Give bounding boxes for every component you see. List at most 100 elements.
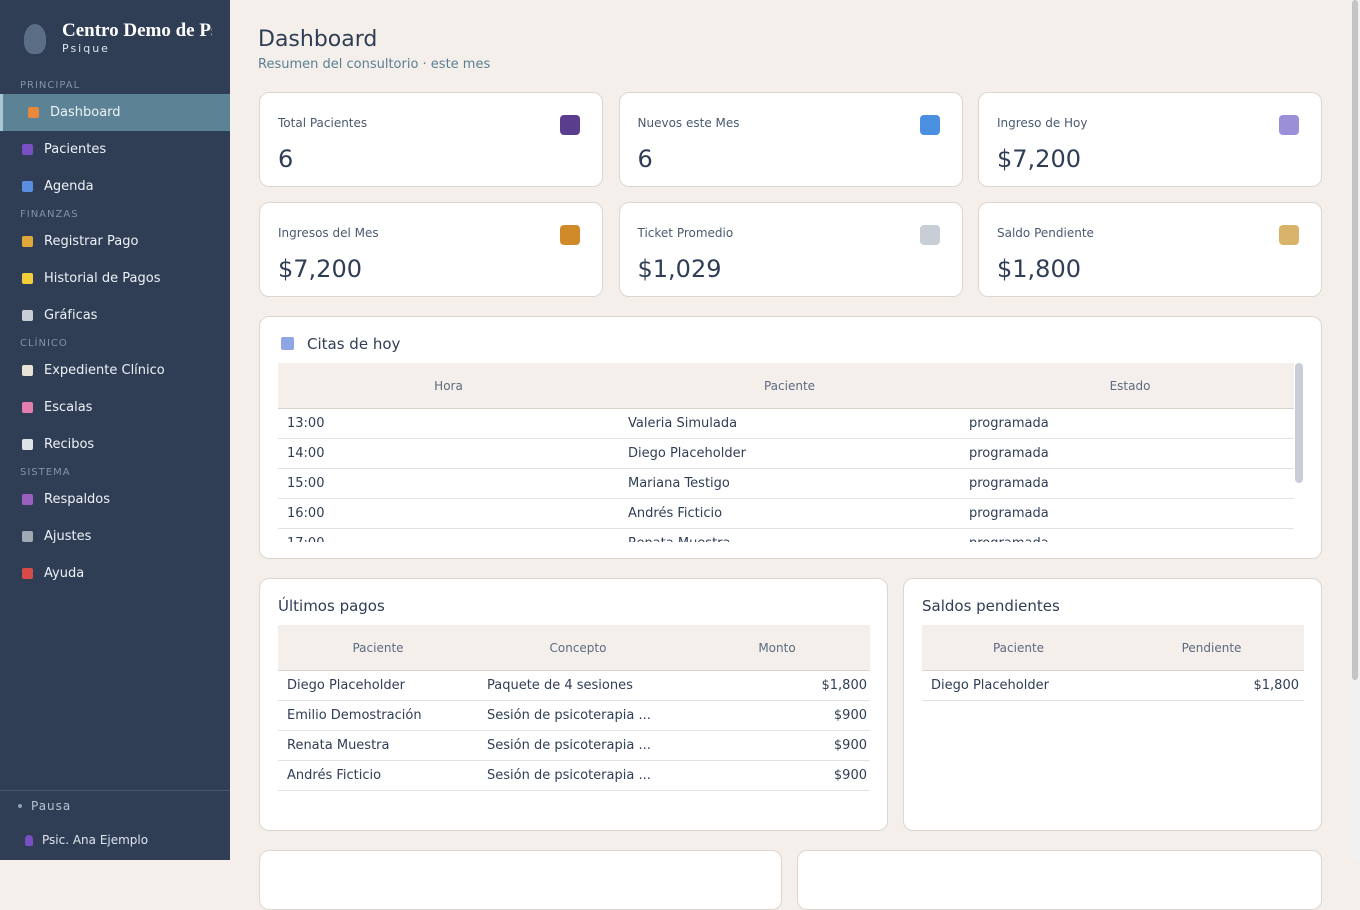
cell: programada bbox=[960, 498, 1294, 529]
scroll-thumb[interactable] bbox=[1352, 0, 1358, 680]
table-row: 13:00 Valeria Simulada programada bbox=[278, 408, 1294, 439]
cell: Andrés Ficticio bbox=[278, 760, 478, 791]
nav-label: Agenda bbox=[44, 179, 94, 194]
cell: Andrés Ficticio bbox=[619, 498, 960, 529]
nav-icon bbox=[22, 273, 33, 284]
cell: $1,800 bbox=[678, 670, 870, 701]
stat-card: Nuevos este Mes 6 bbox=[618, 92, 963, 187]
brand-subtitle: Psique bbox=[62, 42, 110, 55]
nav-item[interactable]: Registrar Pago bbox=[0, 223, 230, 260]
calendar-icon bbox=[281, 337, 294, 350]
column-header: Monto bbox=[678, 625, 870, 671]
card-title: Saldos pendientes bbox=[922, 597, 1060, 615]
cell: Emilio Demostración bbox=[278, 700, 478, 731]
header-row: Paciente Concepto Monto bbox=[278, 625, 870, 671]
column-header: Pendiente bbox=[1115, 625, 1304, 671]
table-row: Diego Placeholder Paquete de 4 sesiones $1… bbox=[278, 670, 870, 701]
table-head: Hora Paciente Estado bbox=[278, 363, 1294, 409]
stat-label: Total Pacientes bbox=[278, 116, 368, 130]
cell: 16:00 bbox=[278, 498, 619, 529]
logo bbox=[24, 24, 46, 54]
cell: Renata Muestra bbox=[278, 730, 478, 761]
page-subtitle: Resumen del consultorio · este mes bbox=[258, 57, 491, 72]
stat-icon bbox=[1279, 225, 1299, 245]
header-row: Paciente Pendiente bbox=[922, 625, 1304, 671]
nav-section-label: SISTEMA bbox=[20, 467, 71, 478]
column-header: Hora bbox=[278, 363, 619, 409]
cell: Diego Placeholder bbox=[278, 670, 478, 701]
nav-label: Ayuda bbox=[44, 566, 85, 581]
nav-icon bbox=[22, 181, 33, 192]
table-body: Diego Placeholder Paquete de 4 sesiones $1… bbox=[278, 670, 870, 791]
cell: 14:00 bbox=[278, 438, 619, 469]
nav-item[interactable]: Historial de Pagos bbox=[0, 260, 230, 297]
table-row: Andrés Ficticio Sesión de psicoterapia ..… bbox=[278, 760, 870, 791]
cell: $1,800 bbox=[1115, 670, 1304, 701]
stat-value: 6 bbox=[637, 145, 653, 173]
stat-value: $1,800 bbox=[997, 255, 1081, 283]
stat-card: Saldo Pendiente $1,800 bbox=[978, 202, 1322, 297]
nav-item[interactable]: Pacientes bbox=[0, 131, 230, 168]
card-title: Citas de hoy bbox=[307, 335, 401, 353]
stat-label: Ingreso de Hoy bbox=[997, 116, 1088, 130]
cell: Diego Placeholder bbox=[619, 438, 960, 469]
table-body: 13:00 Valeria Simulada programada 14:00 Dieg… bbox=[278, 408, 1294, 542]
nav-item[interactable]: Ayuda bbox=[0, 555, 230, 592]
column-header: Concepto bbox=[478, 625, 678, 671]
cell: programada bbox=[960, 468, 1294, 499]
nav-label: Gráficas bbox=[44, 308, 98, 323]
table-row: 14:00 Diego Placeholder programada bbox=[278, 438, 1294, 469]
nav-item[interactable]: Expediente Clínico bbox=[0, 352, 230, 389]
table-row: 15:00 Mariana Testigo programada bbox=[278, 468, 1294, 499]
nav-item[interactable]: Gráficas bbox=[0, 297, 230, 334]
card bbox=[259, 850, 782, 910]
sidebar: Centro Demo de Ps Psique PRINCIPAL Dashboar… bbox=[0, 0, 230, 860]
nav-item[interactable]: Recibos bbox=[0, 426, 230, 463]
stat-icon bbox=[919, 225, 940, 245]
card bbox=[797, 850, 1322, 910]
nav-label: Respaldos bbox=[44, 492, 111, 507]
nav-icon bbox=[22, 402, 33, 413]
table-row: Emilio Demostración Sesión de psicoterapi… bbox=[278, 700, 870, 731]
brand-title: Centro Demo de Ps bbox=[62, 20, 212, 41]
nav-label: Recibos bbox=[44, 437, 95, 452]
nav-item[interactable]: Dashboard bbox=[0, 94, 230, 131]
column-header: Estado bbox=[960, 363, 1294, 409]
nav-item[interactable]: Agenda bbox=[0, 168, 230, 205]
table-head: Paciente Concepto Monto bbox=[278, 625, 870, 671]
stat-icon bbox=[919, 115, 940, 135]
stat-card: Total Pacientes 6 bbox=[259, 92, 603, 187]
nav-label: Pacientes bbox=[44, 142, 107, 157]
status[interactable]: Pausa bbox=[31, 799, 72, 813]
nav-item[interactable]: Escalas bbox=[0, 389, 230, 426]
column-header: Paciente bbox=[278, 625, 478, 671]
table-row: Diego Placeholder $1,800 bbox=[922, 670, 1304, 701]
cell: Sesión de psicoterapia ... bbox=[478, 730, 678, 761]
user[interactable]: Psic. Ana Ejemplo bbox=[42, 833, 149, 847]
table-wrap: Hora Paciente Estado 13:00 Valeria Simulada p… bbox=[278, 363, 1294, 542]
nav-item[interactable]: Ajustes bbox=[0, 518, 230, 555]
nav-label: Escalas bbox=[44, 400, 93, 415]
card-title: Últimos pagos bbox=[278, 597, 385, 615]
page-scrollbar[interactable] bbox=[1350, 0, 1360, 860]
table-body: Diego Placeholder $1,800 bbox=[922, 670, 1304, 701]
nav-item[interactable]: Respaldos bbox=[0, 481, 230, 518]
nav-icon bbox=[22, 531, 33, 542]
nav-icon bbox=[28, 107, 39, 118]
table-scrollbar[interactable] bbox=[1295, 363, 1303, 483]
column-header: Paciente bbox=[619, 363, 960, 409]
cell: $900 bbox=[678, 700, 870, 731]
cell: 17:00 bbox=[278, 528, 619, 542]
nav-icon bbox=[22, 494, 33, 505]
page-title: Dashboard bbox=[258, 27, 378, 52]
nav-icon bbox=[22, 568, 33, 579]
cell: Valeria Simulada bbox=[619, 408, 960, 439]
cell: Sesión de psicoterapia ... bbox=[478, 760, 678, 791]
nav-icon bbox=[22, 310, 33, 321]
cell: programada bbox=[960, 408, 1294, 439]
stat-icon bbox=[1279, 115, 1299, 135]
nav-section-label: FINANZAS bbox=[20, 209, 79, 220]
cell: Mariana Testigo bbox=[619, 468, 960, 499]
appointments-card: Citas de hoy Hora Paciente Estado 13:00 Valer… bbox=[259, 316, 1322, 559]
